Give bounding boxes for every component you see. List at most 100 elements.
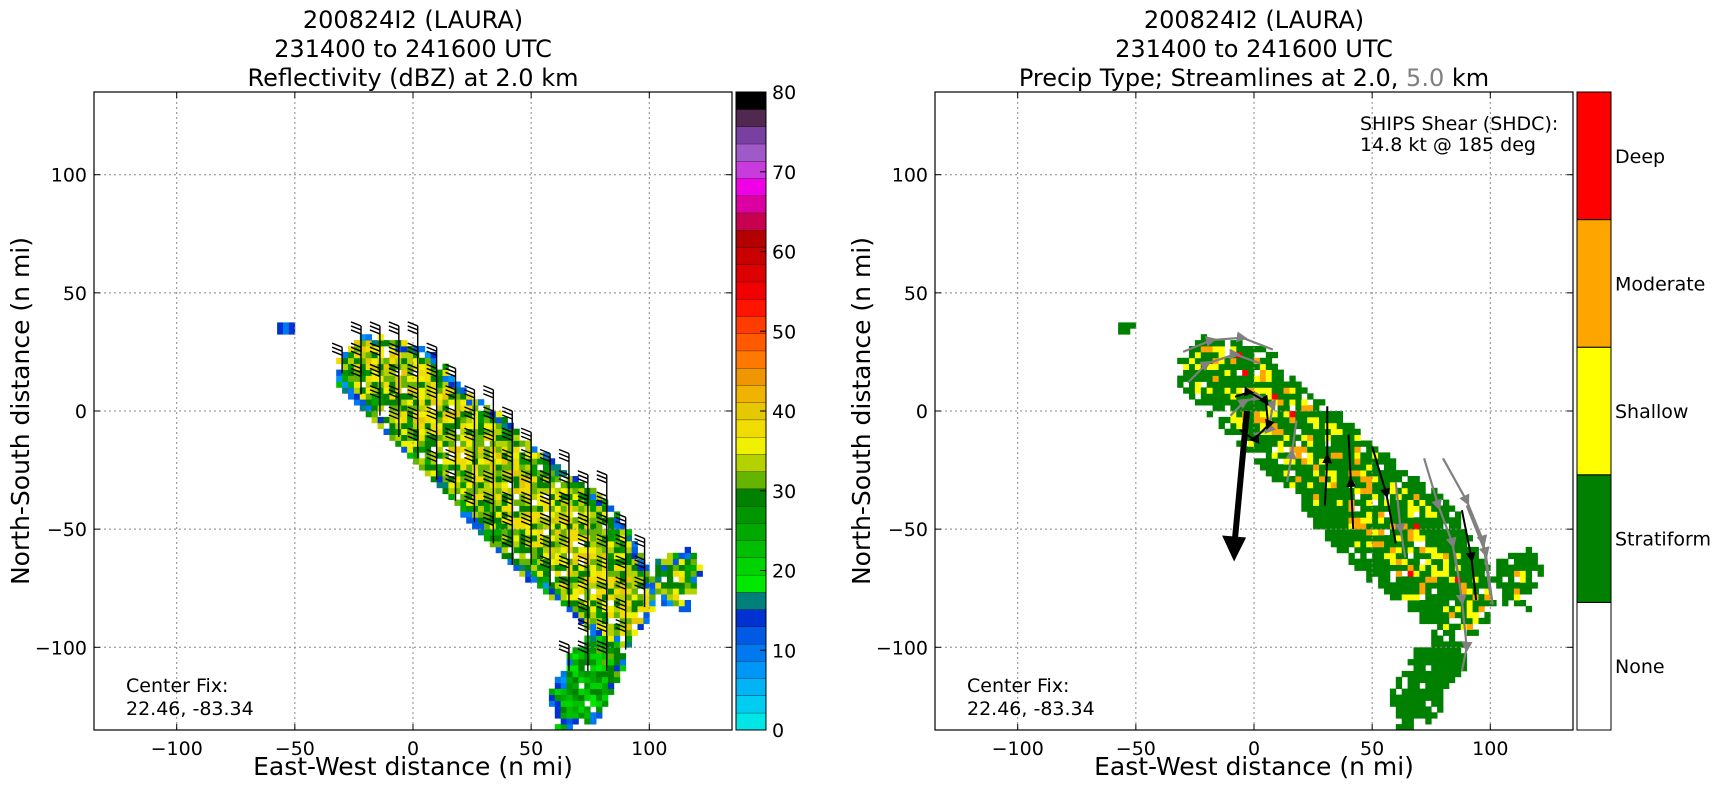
reflectivity-cell	[501, 487, 508, 495]
reflectivity-cell	[661, 558, 668, 565]
precip-type-cell	[1336, 546, 1343, 554]
precip-type-cell	[1443, 576, 1450, 583]
precip-type-cell	[1200, 369, 1208, 376]
reflectivity-cell	[560, 670, 567, 678]
precip-type-cell	[1336, 481, 1343, 489]
reflectivity-cell	[566, 493, 573, 500]
reflectivity-cell	[483, 535, 491, 542]
reflectivity-cell	[613, 535, 621, 542]
reflectivity-cell	[566, 706, 573, 713]
precip-type-cell	[1389, 470, 1397, 477]
reflectivity-cell	[371, 405, 378, 412]
reflectivity-cell	[495, 505, 502, 512]
precip-type-cell	[1443, 535, 1450, 542]
precip-type-cell	[1277, 428, 1284, 435]
reflectivity-cell	[607, 653, 615, 660]
precip-type-cell	[1330, 529, 1338, 536]
precip-type-cell	[1236, 387, 1243, 394]
reflectivity-cell	[554, 546, 562, 554]
wind-barb-feather	[483, 414, 494, 420]
reflectivity-cell	[578, 712, 585, 719]
precip-type-cell	[1366, 505, 1373, 512]
precip-type-cell	[1431, 665, 1438, 672]
precip-type-cell	[1277, 375, 1284, 382]
reflectivity-cell	[590, 635, 597, 642]
wind-barb-feather	[464, 435, 475, 441]
reflectivity-cell	[596, 588, 603, 595]
wind-barb-feather	[520, 478, 532, 484]
precip-type-cell	[1218, 393, 1225, 400]
precip-type-cell	[1307, 446, 1314, 453]
precip-type-cell	[1389, 493, 1397, 500]
reflectivity-cell	[572, 611, 579, 619]
reflectivity-cell	[625, 605, 632, 613]
precip-type-cell	[1307, 452, 1314, 459]
precip-type-cell	[1519, 576, 1527, 583]
precip-type-cell	[1254, 405, 1261, 412]
precip-type-cell	[1389, 588, 1397, 595]
reflectivity-cell	[448, 440, 455, 447]
reflectivity-cell	[342, 363, 349, 370]
reflectivity-cell	[460, 446, 467, 453]
wind-barb-feather	[483, 516, 494, 522]
reflectivity-cell	[501, 470, 508, 477]
precip-type-cell	[1413, 558, 1420, 565]
y-tick-label: 100	[892, 165, 928, 187]
precip-type-cell	[1330, 511, 1338, 518]
reflectivity-cell	[607, 582, 615, 589]
precip-type-cell	[1307, 434, 1314, 441]
reflectivity-cell	[613, 623, 621, 630]
reflectivity-cell	[348, 351, 355, 359]
reflectivity-cell	[395, 434, 402, 441]
precip-type-cell	[1277, 464, 1284, 471]
y-tick-label: −100	[35, 637, 87, 659]
precip-type-cell	[1401, 724, 1408, 730]
wind-barb-feather	[464, 410, 475, 416]
precip-type-cell	[1218, 387, 1225, 394]
reflectivity-cell	[418, 357, 426, 365]
precip-type-cell	[1254, 411, 1261, 418]
reflectivity-cell	[590, 700, 597, 707]
reflectivity-cell	[424, 458, 432, 465]
reflectivity-cell	[525, 546, 532, 554]
wind-barb-feather	[483, 491, 494, 497]
wind-barb-feather	[426, 393, 437, 399]
precip-type-cell	[1419, 588, 1426, 595]
reflectivity-cell	[472, 481, 479, 489]
reflectivity-cell	[596, 558, 603, 565]
reflectivity-cell	[578, 523, 585, 530]
reflectivity-cell	[531, 523, 538, 530]
reflectivity-cell	[472, 464, 479, 471]
reflectivity-cell	[478, 476, 485, 483]
reflectivity-cell	[625, 535, 632, 542]
reflectivity-cell	[348, 387, 355, 394]
precip-type-cell	[1289, 375, 1296, 382]
reflectivity-cell	[424, 434, 432, 441]
precip-type-cell	[1242, 351, 1249, 359]
reflectivity-cell	[460, 487, 467, 495]
reflectivity-cell	[478, 470, 485, 477]
precip-type-cell	[1437, 641, 1444, 648]
precip-type-cell	[1372, 476, 1379, 483]
precip-type-cell	[1401, 588, 1408, 595]
reflectivity-cell	[602, 541, 609, 548]
precip-type-cell	[1448, 582, 1456, 589]
wind-barb-feather	[388, 410, 400, 416]
wind-barb-feather	[520, 533, 532, 540]
precip-type-cell	[1254, 399, 1261, 406]
reflectivity-cell	[460, 481, 467, 489]
reflectivity-cell	[625, 641, 632, 648]
precip-type-cell	[1401, 558, 1408, 565]
reflectivity-cell	[501, 464, 508, 471]
wind-barb-feather	[464, 491, 475, 497]
reflectivity-cell	[596, 605, 603, 613]
precip-type-cell	[1336, 464, 1343, 471]
precip-type-cell	[1265, 369, 1273, 376]
reflectivity-cell	[424, 470, 432, 477]
reflectivity-cell	[554, 564, 562, 571]
precip-type-cell	[1230, 387, 1237, 394]
reflectivity-cell	[442, 363, 449, 370]
precip-type-label: Shallow	[1615, 401, 1688, 423]
precip-type-cell	[1265, 393, 1273, 400]
wind-barb-feather	[577, 640, 589, 646]
